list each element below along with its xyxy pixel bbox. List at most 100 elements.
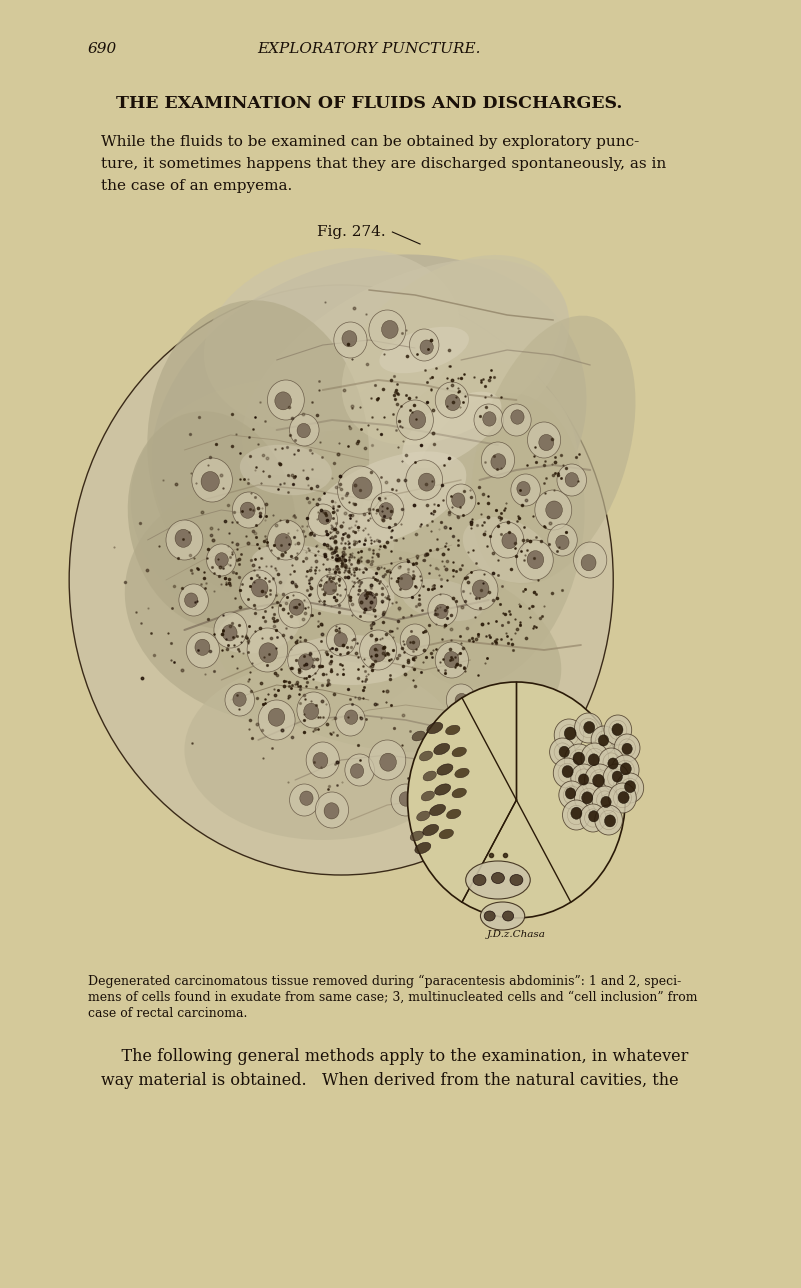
Circle shape	[616, 773, 644, 802]
Circle shape	[582, 792, 593, 804]
Circle shape	[445, 394, 461, 411]
Ellipse shape	[427, 723, 443, 734]
Text: EXPLORATORY PUNCTURE.: EXPLORATORY PUNCTURE.	[258, 43, 481, 55]
Circle shape	[501, 404, 531, 437]
Circle shape	[562, 800, 590, 829]
Circle shape	[574, 542, 607, 578]
Circle shape	[581, 555, 596, 571]
Circle shape	[191, 459, 232, 502]
Circle shape	[324, 581, 336, 595]
Ellipse shape	[412, 732, 425, 741]
Text: way material is obtained.   When derived from the natural cavities, the: way material is obtained. When derived f…	[102, 1072, 679, 1088]
Text: J.D.z.Chasa: J.D.z.Chasa	[487, 930, 545, 939]
Ellipse shape	[125, 474, 447, 725]
Circle shape	[435, 641, 469, 677]
Circle shape	[350, 764, 364, 778]
Circle shape	[195, 639, 210, 656]
Ellipse shape	[417, 811, 430, 820]
Circle shape	[553, 759, 581, 788]
Circle shape	[491, 453, 506, 470]
Circle shape	[612, 724, 623, 735]
Circle shape	[313, 752, 328, 769]
Circle shape	[593, 774, 605, 787]
Circle shape	[345, 753, 374, 786]
Circle shape	[612, 772, 622, 782]
Circle shape	[409, 328, 439, 361]
Ellipse shape	[131, 377, 515, 662]
Circle shape	[474, 404, 504, 437]
Circle shape	[502, 532, 517, 549]
Text: THE EXAMINATION OF FLUIDS AND DISCHARGES.: THE EXAMINATION OF FLUIDS AND DISCHARGES…	[116, 95, 622, 112]
Ellipse shape	[510, 875, 523, 886]
Circle shape	[527, 551, 544, 569]
Ellipse shape	[502, 911, 513, 921]
Circle shape	[605, 815, 616, 827]
Ellipse shape	[446, 809, 461, 819]
Circle shape	[574, 783, 602, 813]
Circle shape	[591, 726, 617, 753]
Circle shape	[578, 774, 589, 786]
Circle shape	[408, 772, 441, 808]
Circle shape	[566, 473, 578, 487]
Ellipse shape	[465, 860, 530, 899]
Circle shape	[297, 424, 310, 438]
Circle shape	[275, 533, 292, 551]
Circle shape	[554, 719, 584, 751]
Circle shape	[342, 331, 357, 346]
Ellipse shape	[437, 764, 453, 775]
Circle shape	[289, 784, 319, 817]
Circle shape	[584, 721, 595, 733]
Ellipse shape	[452, 788, 466, 797]
Circle shape	[420, 340, 433, 354]
Ellipse shape	[434, 743, 449, 755]
Circle shape	[306, 742, 340, 778]
Text: While the fluids to be examined can be obtained by exploratory punc-: While the fluids to be examined can be o…	[102, 135, 640, 149]
Ellipse shape	[401, 578, 484, 621]
Circle shape	[604, 715, 632, 744]
Ellipse shape	[423, 772, 437, 781]
Ellipse shape	[252, 545, 394, 616]
Circle shape	[409, 411, 425, 429]
Circle shape	[461, 571, 498, 611]
Circle shape	[517, 482, 530, 496]
Circle shape	[588, 753, 599, 766]
Ellipse shape	[445, 725, 460, 735]
Circle shape	[574, 714, 602, 743]
Circle shape	[406, 460, 443, 500]
Circle shape	[611, 755, 639, 784]
Circle shape	[603, 764, 629, 792]
Circle shape	[318, 510, 332, 524]
Circle shape	[239, 571, 276, 611]
Circle shape	[618, 792, 629, 804]
Circle shape	[557, 464, 586, 496]
Circle shape	[258, 699, 295, 741]
Circle shape	[472, 702, 505, 738]
Circle shape	[225, 684, 255, 716]
Ellipse shape	[242, 259, 570, 501]
Circle shape	[595, 805, 622, 835]
Circle shape	[446, 484, 476, 516]
Ellipse shape	[484, 911, 495, 921]
Circle shape	[562, 765, 574, 778]
Circle shape	[620, 762, 631, 775]
Text: 690: 690	[87, 43, 117, 55]
Circle shape	[580, 804, 606, 832]
Circle shape	[473, 580, 489, 598]
Circle shape	[308, 504, 337, 536]
Ellipse shape	[147, 300, 369, 600]
Circle shape	[452, 493, 465, 507]
Circle shape	[337, 466, 382, 514]
Text: Degenerated carcinomatous tissue removed during “paracentesis abdominis”: 1 and : Degenerated carcinomatous tissue removed…	[87, 975, 681, 988]
Circle shape	[297, 692, 330, 728]
Circle shape	[418, 779, 433, 796]
Ellipse shape	[473, 875, 486, 886]
Circle shape	[592, 786, 618, 814]
Circle shape	[571, 808, 582, 819]
Circle shape	[609, 783, 636, 813]
Circle shape	[300, 791, 313, 805]
Circle shape	[622, 743, 632, 755]
Ellipse shape	[239, 444, 332, 496]
Circle shape	[585, 764, 614, 796]
Circle shape	[428, 594, 457, 626]
Text: case of rectal carcinoma.: case of rectal carcinoma.	[87, 1007, 247, 1020]
